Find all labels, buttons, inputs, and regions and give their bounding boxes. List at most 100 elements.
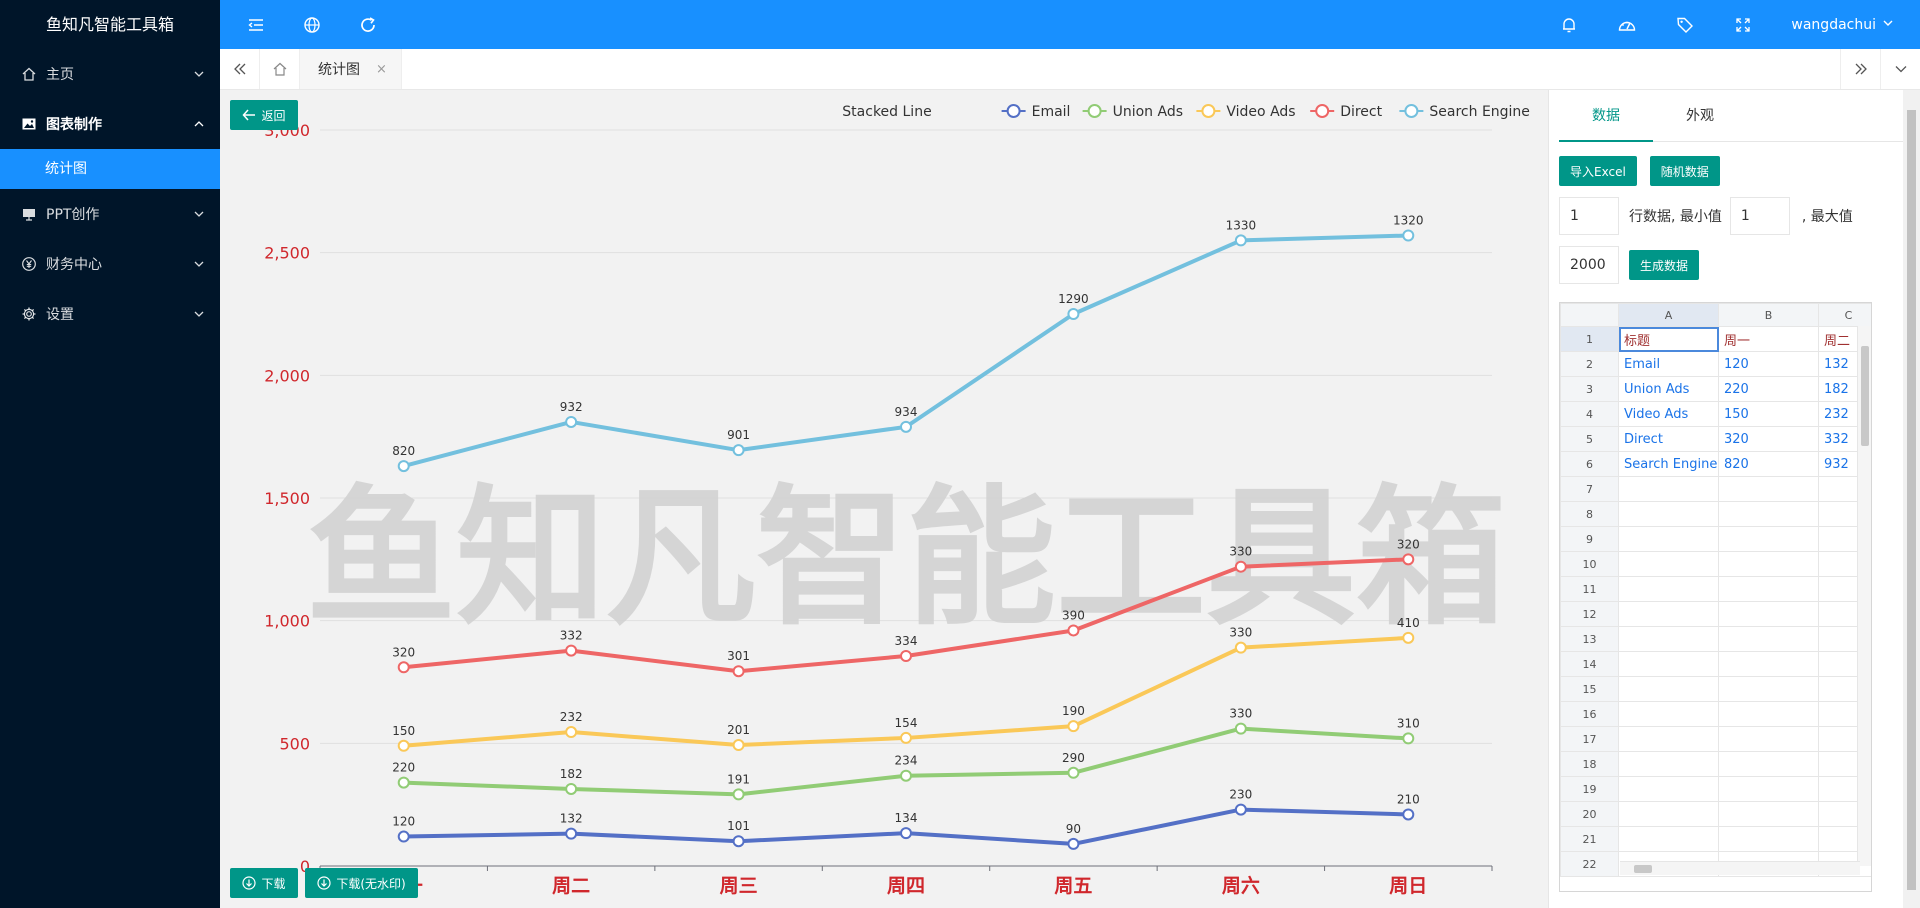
row-header[interactable]: 22 <box>1560 851 1619 877</box>
column-header[interactable]: A <box>1618 303 1719 327</box>
tab-appearance[interactable]: 外观 <box>1686 108 1714 124</box>
row-header[interactable]: 19 <box>1560 776 1619 802</box>
sheet-corner[interactable] <box>1560 303 1619 327</box>
sheet-cell[interactable]: Search Engine <box>1618 451 1719 477</box>
sheet-cell[interactable] <box>1618 626 1719 652</box>
tab-menu-chevron-icon[interactable] <box>1880 49 1920 89</box>
sheet-cell[interactable] <box>1618 576 1719 602</box>
sheet-cell[interactable]: 150 <box>1718 401 1819 427</box>
fullscreen-icon[interactable] <box>1733 15 1753 35</box>
row-header[interactable]: 8 <box>1560 501 1619 527</box>
sheet-cell[interactable] <box>1618 501 1719 527</box>
sheet-cell[interactable] <box>1718 801 1819 827</box>
spreadsheet[interactable]: A B C 1 标题 周一 周二 2 Email 120 132 3 Union Ads 220 182 4 V… <box>1559 302 1872 892</box>
sheet-cell[interactable]: 120 <box>1718 351 1819 377</box>
row-header[interactable]: 9 <box>1560 526 1619 552</box>
tab-data[interactable]: 数据 <box>1559 90 1653 142</box>
row-header[interactable]: 5 <box>1560 426 1619 452</box>
row-header[interactable]: 7 <box>1560 476 1619 502</box>
sidebar-item-finance[interactable]: 财务中心 <box>0 239 220 289</box>
sheet-cell[interactable] <box>1718 701 1819 727</box>
row-header[interactable]: 21 <box>1560 826 1619 852</box>
sheet-cell[interactable]: Video Ads <box>1618 401 1719 427</box>
sheet-cell[interactable] <box>1718 601 1819 627</box>
home-tab-icon[interactable] <box>260 49 300 89</box>
sheet-cell[interactable]: Direct <box>1618 426 1719 452</box>
sheet-cell[interactable] <box>1618 476 1719 502</box>
min-input[interactable] <box>1729 197 1790 235</box>
scroll-right-icon[interactable] <box>1840 49 1880 89</box>
legend-item[interactable]: Video Ads <box>1196 104 1296 120</box>
sidebar-item-charts[interactable]: 图表制作 <box>0 99 220 149</box>
max-input[interactable] <box>1559 246 1619 284</box>
sidebar-item-settings[interactable]: 设置 <box>0 289 220 339</box>
row-header[interactable]: 17 <box>1560 726 1619 752</box>
close-icon[interactable]: × <box>376 61 387 77</box>
row-header[interactable]: 4 <box>1560 401 1619 427</box>
sheet-cell[interactable]: Email <box>1618 351 1719 377</box>
menu-fold-icon[interactable] <box>246 15 266 35</box>
row-header[interactable]: 12 <box>1560 601 1619 627</box>
sheet-cell[interactable] <box>1718 751 1819 777</box>
sheet-cell[interactable] <box>1718 676 1819 702</box>
sheet-cell[interactable]: 820 <box>1718 451 1819 477</box>
refresh-icon[interactable] <box>358 15 378 35</box>
download-button[interactable]: 下载 <box>230 868 298 898</box>
legend-item[interactable]: Email <box>1001 104 1071 120</box>
user-menu[interactable]: wangdachui <box>1791 17 1894 33</box>
sheet-cell[interactable] <box>1618 801 1719 827</box>
row-header[interactable]: 6 <box>1560 451 1619 477</box>
sheet-cell[interactable] <box>1718 651 1819 677</box>
row-header[interactable]: 16 <box>1560 701 1619 727</box>
sheet-vertical-scrollbar[interactable] <box>1857 326 1871 866</box>
panel-scrollbar[interactable] <box>1903 90 1920 908</box>
download-no-watermark-button[interactable]: 下载(无水印) <box>305 868 418 898</box>
sheet-cell[interactable] <box>1618 751 1719 777</box>
bell-icon[interactable] <box>1559 15 1579 35</box>
sheet-cell[interactable]: Union Ads <box>1618 376 1719 402</box>
sheet-cell[interactable] <box>1618 551 1719 577</box>
sheet-cell[interactable] <box>1618 676 1719 702</box>
row-header[interactable]: 18 <box>1560 751 1619 777</box>
sheet-cell[interactable] <box>1718 551 1819 577</box>
row-header[interactable]: 13 <box>1560 626 1619 652</box>
import-excel-button[interactable]: 导入Excel <box>1559 156 1637 186</box>
legend-item[interactable]: Direct <box>1310 104 1383 120</box>
scroll-left-icon[interactable] <box>220 49 260 89</box>
sheet-cell[interactable]: 220 <box>1718 376 1819 402</box>
sheet-cell[interactable] <box>1618 826 1719 852</box>
tag-icon[interactable] <box>1675 15 1695 35</box>
sheet-cell[interactable] <box>1718 576 1819 602</box>
random-data-button[interactable]: 随机数据 <box>1649 156 1720 186</box>
sheet-cell[interactable]: 周一 <box>1718 326 1819 352</box>
generate-data-button[interactable]: 生成数据 <box>1629 250 1700 280</box>
sheet-cell[interactable] <box>1718 476 1819 502</box>
legend-item[interactable]: Union Ads <box>1082 104 1183 120</box>
column-header[interactable]: B <box>1718 303 1819 327</box>
row-header[interactable]: 15 <box>1560 676 1619 702</box>
row-header[interactable]: 2 <box>1560 351 1619 377</box>
column-header[interactable]: C <box>1818 303 1871 327</box>
tab-stats[interactable]: 统计图 × <box>300 49 402 89</box>
back-button[interactable]: 返回 <box>230 100 298 130</box>
rows-input[interactable] <box>1559 197 1619 235</box>
row-header[interactable]: 10 <box>1560 551 1619 577</box>
sheet-cell[interactable] <box>1718 776 1819 802</box>
row-header[interactable]: 3 <box>1560 376 1619 402</box>
sheet-cell[interactable]: 320 <box>1718 426 1819 452</box>
sheet-horizontal-scrollbar[interactable] <box>1620 861 1860 875</box>
sheet-cell[interactable] <box>1618 726 1719 752</box>
sidebar-item-ppt[interactable]: PPT创作 <box>0 189 220 239</box>
row-header[interactable]: 11 <box>1560 576 1619 602</box>
sheet-cell[interactable] <box>1718 501 1819 527</box>
row-header[interactable]: 1 <box>1560 326 1619 352</box>
dashboard-icon[interactable] <box>1617 15 1637 35</box>
sheet-cell[interactable] <box>1718 626 1819 652</box>
sheet-cell[interactable] <box>1618 776 1719 802</box>
sidebar-subitem-stats[interactable]: 统计图 <box>0 149 220 189</box>
sheet-cell[interactable] <box>1618 601 1719 627</box>
sheet-cell[interactable] <box>1618 651 1719 677</box>
row-header[interactable]: 20 <box>1560 801 1619 827</box>
sidebar-item-home[interactable]: 主页 <box>0 49 220 99</box>
sheet-cell[interactable]: 标题 <box>1618 326 1719 352</box>
